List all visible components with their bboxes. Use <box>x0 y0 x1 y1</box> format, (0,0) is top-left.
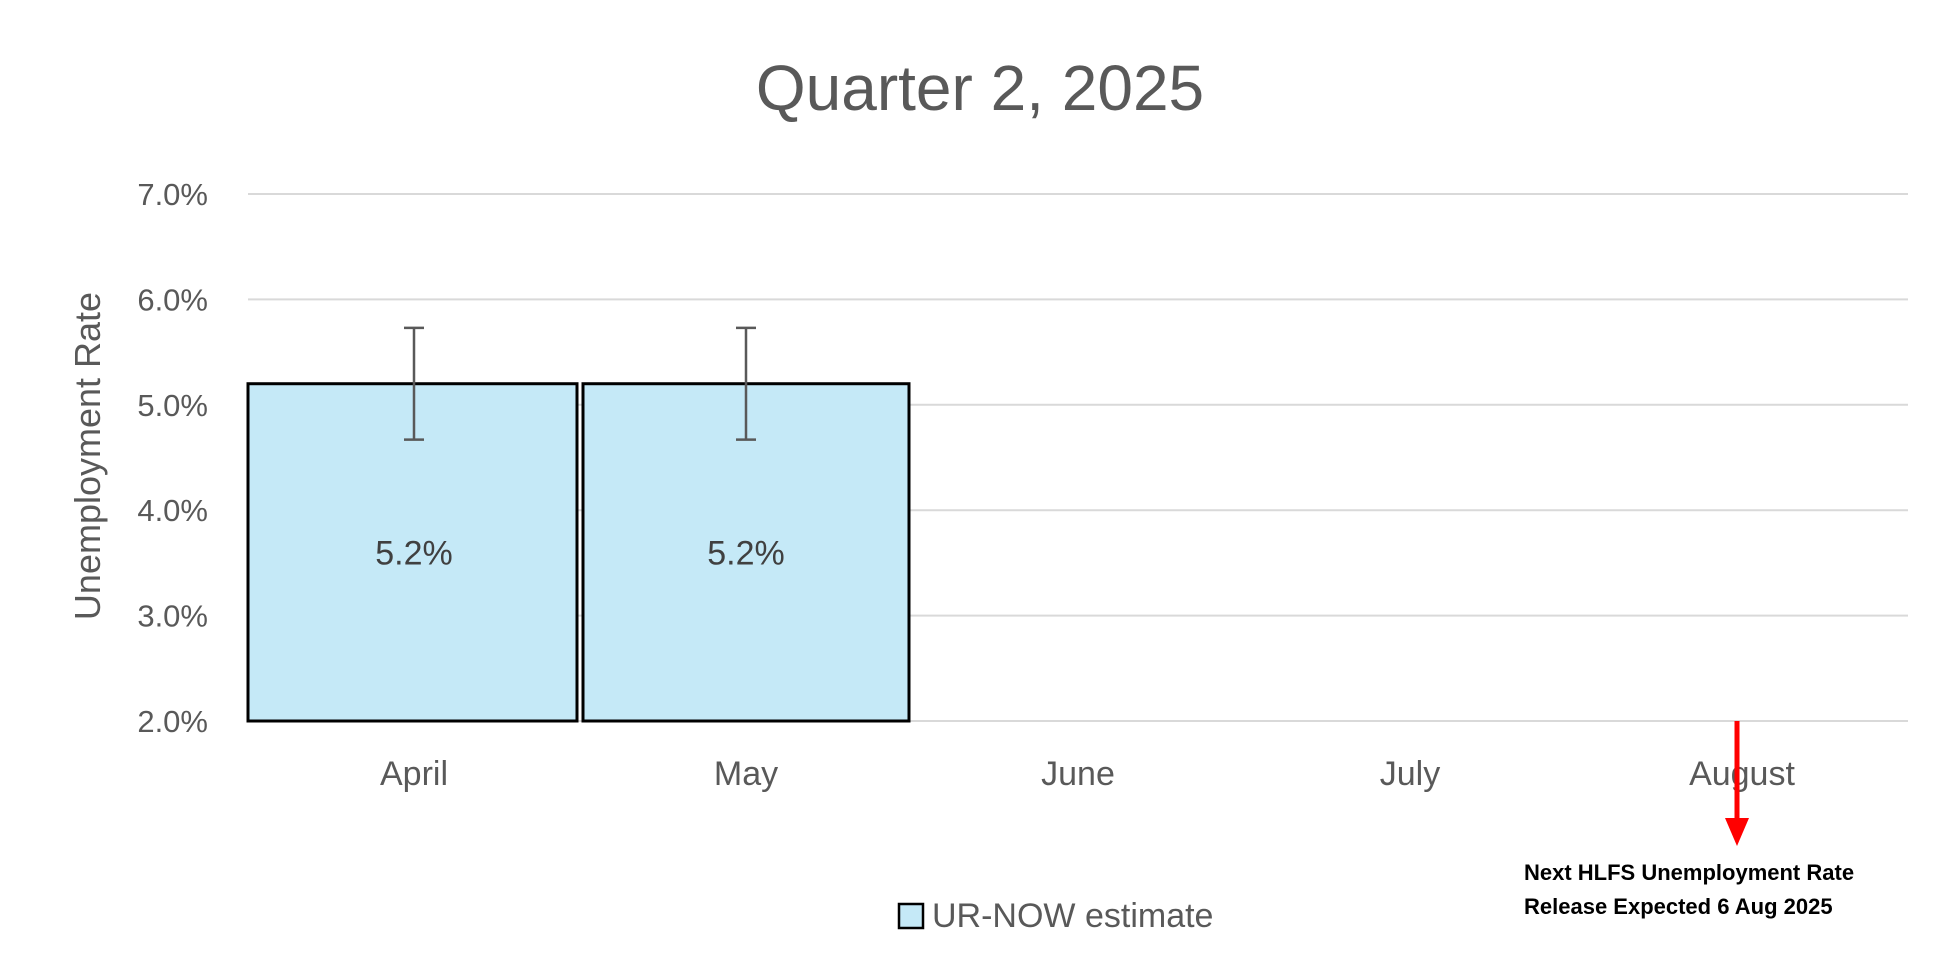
x-tick-labels: April May June July August <box>380 755 1795 793</box>
annotation-line-2: Release Expected 6 Aug 2025 <box>1524 894 1833 919</box>
y-tick-label: 4.0% <box>137 493 208 528</box>
x-tick-label: August <box>1689 755 1795 793</box>
y-tick-label: 3.0% <box>137 599 208 634</box>
error-bars <box>404 326 756 441</box>
x-tick-label: April <box>380 755 448 793</box>
annotation-arrow-head <box>1725 818 1749 846</box>
chart-title: Quarter 2, 2025 <box>756 52 1204 124</box>
x-tick-label: June <box>1041 755 1115 793</box>
bars <box>246 382 911 723</box>
y-tick-label: 6.0% <box>137 282 208 317</box>
data-label: 5.2% <box>707 534 785 572</box>
legend: UR-NOW estimate <box>897 897 1213 935</box>
y-tick-label: 7.0% <box>137 177 208 212</box>
data-label: 5.2% <box>375 534 453 572</box>
y-axis-label: Unemployment Rate <box>67 292 108 620</box>
y-tick-labels: 2.0% 3.0% 4.0% 5.0% 6.0% 7.0% <box>137 177 208 739</box>
y-tick-label: 2.0% <box>137 704 208 739</box>
y-tick-label: 5.0% <box>137 388 208 423</box>
legend-swatch <box>897 902 925 930</box>
annotation-line-1: Next HLFS Unemployment Rate <box>1524 860 1854 885</box>
release-annotation: Next HLFS Unemployment Rate Release Expe… <box>1524 721 1854 919</box>
x-tick-label: July <box>1380 755 1440 793</box>
x-tick-label: May <box>714 755 778 793</box>
legend-entry-label: UR-NOW estimate <box>932 897 1213 935</box>
data-labels: 5.2% 5.2% <box>375 534 785 572</box>
